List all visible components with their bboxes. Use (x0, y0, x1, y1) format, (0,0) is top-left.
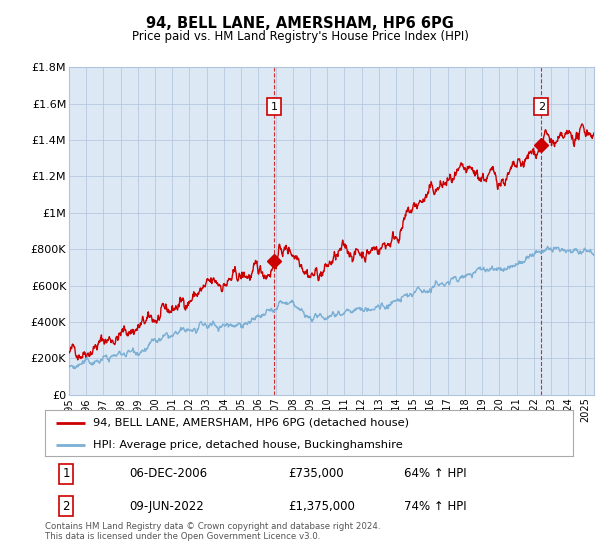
Text: 06-DEC-2006: 06-DEC-2006 (130, 468, 208, 480)
Text: HPI: Average price, detached house, Buckinghamshire: HPI: Average price, detached house, Buck… (92, 440, 402, 450)
Text: 09-JUN-2022: 09-JUN-2022 (130, 500, 204, 513)
Text: £1,375,000: £1,375,000 (288, 500, 355, 513)
Text: 74% ↑ HPI: 74% ↑ HPI (404, 500, 467, 513)
Text: 64% ↑ HPI: 64% ↑ HPI (404, 468, 467, 480)
Text: Price paid vs. HM Land Registry's House Price Index (HPI): Price paid vs. HM Land Registry's House … (131, 30, 469, 43)
Text: 1: 1 (271, 101, 278, 111)
Text: 94, BELL LANE, AMERSHAM, HP6 6PG (detached house): 94, BELL LANE, AMERSHAM, HP6 6PG (detach… (92, 418, 409, 428)
Text: Contains HM Land Registry data © Crown copyright and database right 2024.
This d: Contains HM Land Registry data © Crown c… (45, 522, 380, 542)
Text: 94, BELL LANE, AMERSHAM, HP6 6PG: 94, BELL LANE, AMERSHAM, HP6 6PG (146, 16, 454, 31)
Text: 1: 1 (62, 468, 70, 480)
Text: 2: 2 (62, 500, 70, 513)
Text: 2: 2 (538, 101, 545, 111)
Text: £735,000: £735,000 (288, 468, 344, 480)
